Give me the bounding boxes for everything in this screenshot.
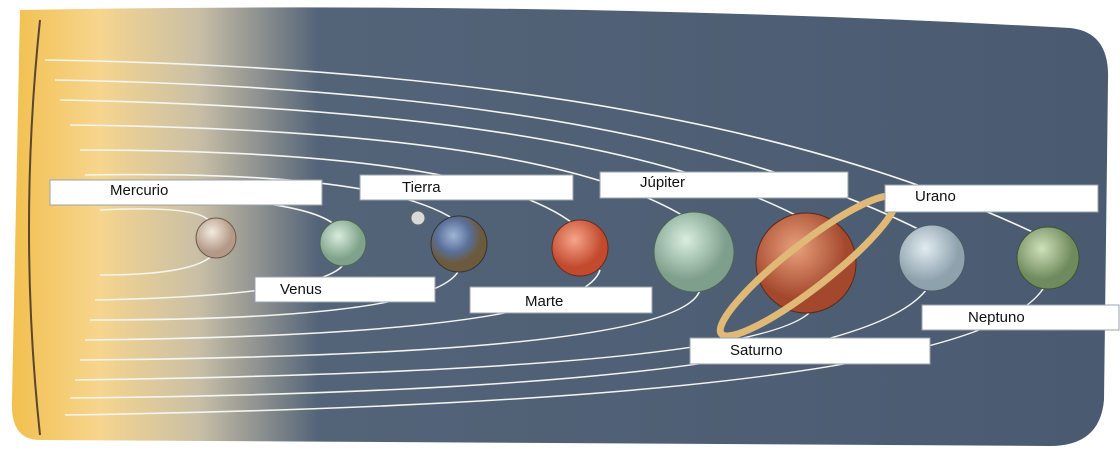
neptune [1017, 227, 1079, 289]
planet-label: Urano [915, 188, 956, 205]
label-box [360, 175, 573, 200]
mars [552, 220, 608, 276]
label-box [50, 180, 322, 205]
venus [320, 220, 366, 266]
planet-label: Marte [525, 293, 563, 310]
planet-label: Mercurio [110, 182, 168, 199]
uranus [899, 225, 965, 291]
label-box [600, 172, 848, 198]
solar-system-diagram: Mercurio Venus Tierra Marte Júpiter Satu… [0, 0, 1120, 454]
planet-label: Neptuno [968, 309, 1025, 326]
earth [431, 216, 487, 272]
planet-label: Júpiter [640, 174, 685, 191]
planet-label: Venus [280, 281, 322, 298]
moon [411, 211, 425, 225]
label-box [690, 338, 930, 364]
jupiter [654, 212, 734, 292]
page: Mercurio Venus Tierra Marte Júpiter Satu… [0, 0, 1120, 454]
planet-label: Tierra [402, 179, 441, 196]
planet-label: Saturno [730, 342, 783, 359]
mercury [196, 218, 236, 258]
